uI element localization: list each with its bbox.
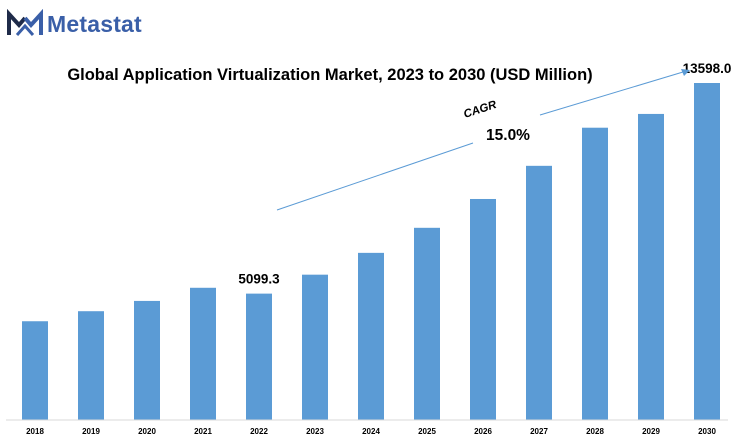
x-tick-2027: 2027 — [530, 427, 548, 436]
cagr-label: CAGR — [462, 99, 499, 121]
chart-title: Global Application Virtualization Market… — [67, 66, 592, 84]
x-tick-2030: 2030 — [698, 427, 716, 436]
bar-2023 — [302, 274, 328, 420]
bar-2020 — [134, 300, 160, 420]
x-tick-2019: 2019 — [82, 427, 100, 436]
x-tick-2022: 2022 — [250, 427, 268, 436]
bars-group — [22, 83, 720, 421]
metastat-m-logo-icon — [7, 9, 43, 36]
bar-2022 — [246, 293, 272, 420]
x-tick-2021: 2021 — [194, 427, 212, 436]
x-tick-2020: 2020 — [138, 427, 156, 436]
x-tick-2026: 2026 — [474, 427, 492, 436]
bar-2018 — [22, 321, 48, 420]
x-tick-2024: 2024 — [362, 427, 380, 436]
cagr-arrow-line — [276, 142, 474, 211]
bar-2025 — [414, 227, 440, 420]
data-label-2022: 5099.3 — [238, 272, 280, 287]
x-tick-2025: 2025 — [418, 427, 436, 436]
bar-2030 — [694, 83, 720, 420]
cagr-value: 15.0% — [486, 127, 530, 144]
x-tick-2023: 2023 — [306, 427, 324, 436]
x-tick-2028: 2028 — [586, 427, 604, 436]
data-labels: 5099.3 13598.0 — [238, 61, 731, 287]
brand-name: Metastat — [47, 10, 142, 37]
bar-2024 — [358, 252, 384, 420]
bar-2019 — [78, 311, 104, 420]
cagr-arrow-line-upper — [539, 71, 684, 116]
bar-2028 — [582, 127, 608, 421]
cagr-arrow-head — [681, 69, 690, 76]
x-tick-labels: 2018 2019 2020 2021 2022 2023 2024 2025 2026 2027… — [26, 427, 716, 436]
bar-2021 — [190, 287, 216, 420]
x-tick-2018: 2018 — [26, 427, 44, 436]
brand-logo: Metastat — [7, 8, 142, 40]
bar-2029 — [638, 113, 664, 420]
bar-2027 — [526, 165, 552, 420]
x-tick-2029: 2029 — [642, 427, 660, 436]
data-label-2030: 13598.0 — [683, 61, 732, 76]
bar-2026 — [470, 198, 496, 420]
